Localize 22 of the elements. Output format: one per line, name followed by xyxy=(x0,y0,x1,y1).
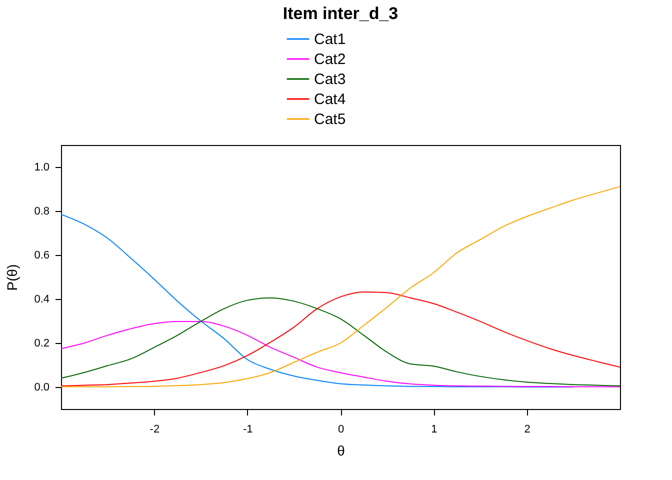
x-tick-label: -1 xyxy=(242,424,253,436)
line-series xyxy=(61,320,620,388)
legend-label: Cat3 xyxy=(314,71,346,88)
x-tick-label: -2 xyxy=(150,424,160,436)
y-tick-label: 1.0 xyxy=(34,162,50,174)
legend-label: Cat2 xyxy=(314,51,346,68)
y-tick-label: 0.0 xyxy=(34,382,50,394)
chart-title: Item inter_d_3 xyxy=(282,4,398,23)
y-tick-label: 0.6 xyxy=(34,250,50,262)
line-series xyxy=(61,186,620,388)
x-tick-label: 1 xyxy=(431,424,438,436)
legend-label: Cat4 xyxy=(314,91,346,108)
y-tick-label: 0.8 xyxy=(34,206,50,218)
x-axis-title: θ xyxy=(337,442,346,458)
y-axis-title: P(θ) xyxy=(4,264,20,291)
line-series xyxy=(61,214,574,388)
y-tick-label: 0.4 xyxy=(34,294,50,306)
y-tick-label: 0.2 xyxy=(34,338,50,350)
x-tick-label: 2 xyxy=(524,424,530,436)
x-tick-label: 0 xyxy=(338,424,344,436)
legend-label: Cat5 xyxy=(314,111,346,128)
legend-label: Cat1 xyxy=(314,31,346,48)
